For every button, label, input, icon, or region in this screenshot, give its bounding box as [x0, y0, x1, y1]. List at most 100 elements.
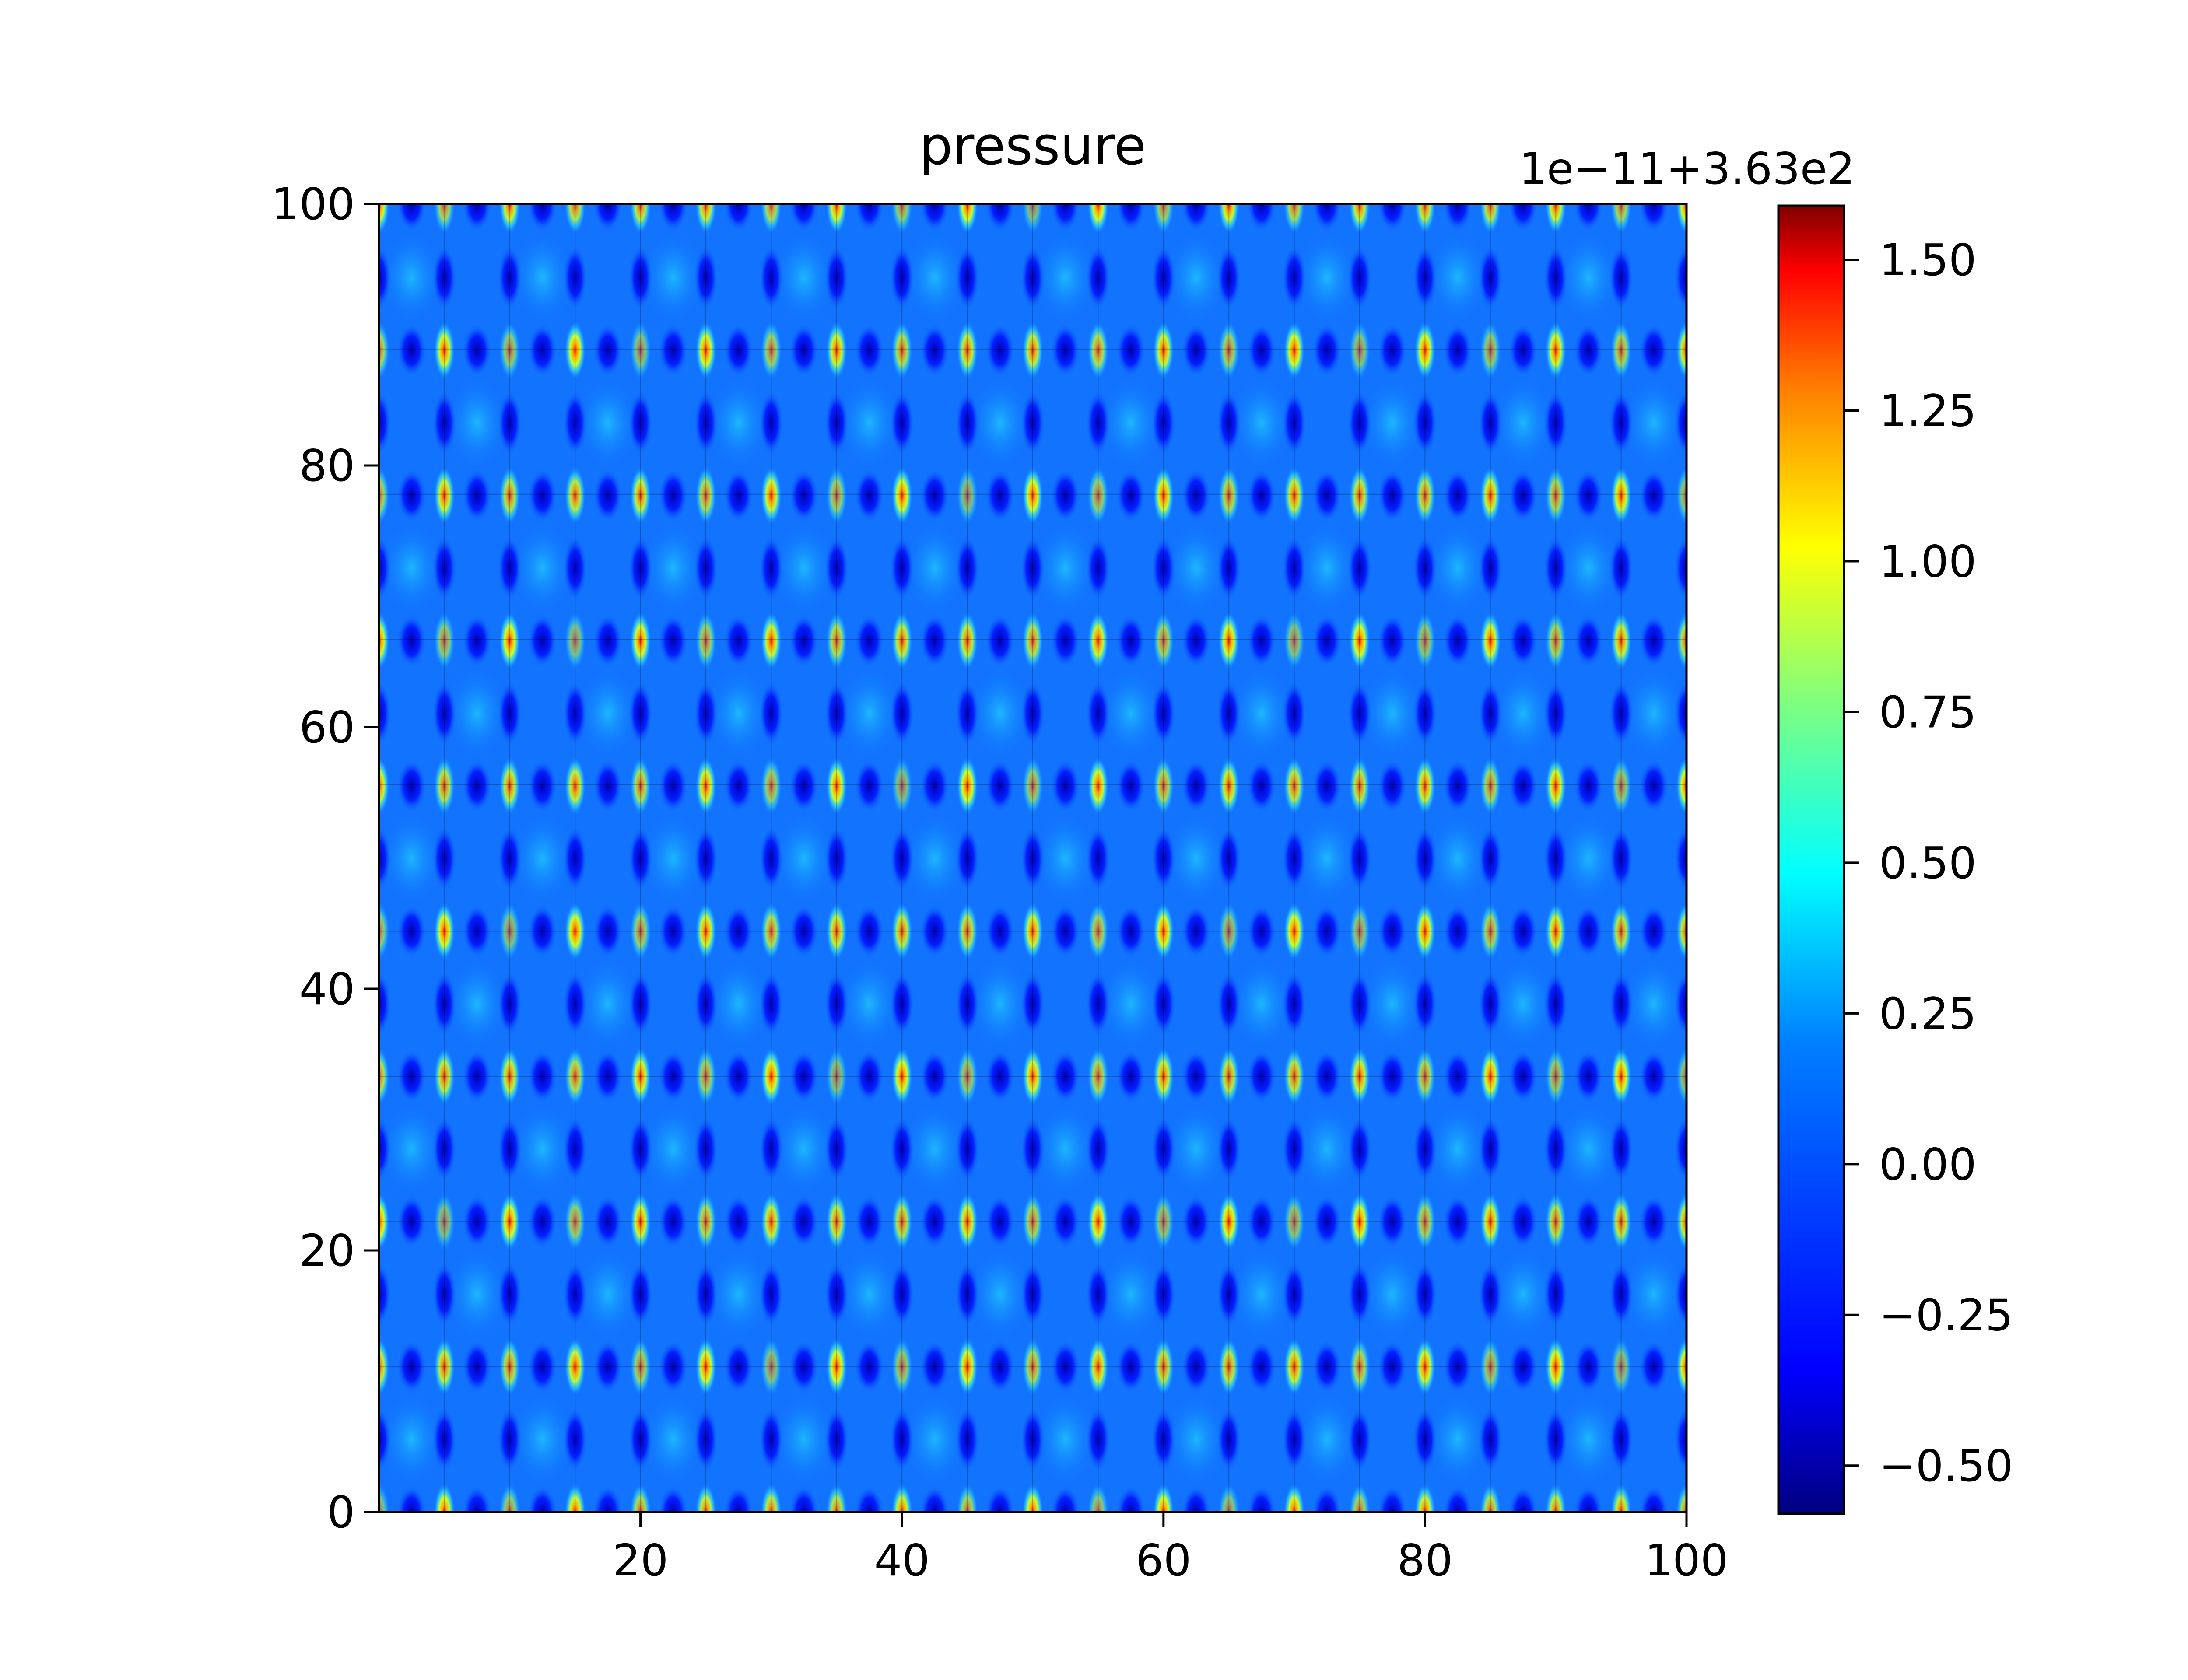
heat-trough — [432, 972, 456, 1036]
heat-trough — [1705, 1340, 1734, 1393]
heat-peak — [1283, 321, 1305, 380]
heat-trough — [789, 1050, 818, 1103]
heat-trough — [1508, 1050, 1538, 1103]
heat-trough — [1312, 1340, 1342, 1393]
heat-trough — [1247, 1050, 1276, 1103]
heat-peak — [434, 612, 455, 670]
heat-trough — [1021, 1262, 1045, 1326]
heat-trough — [1639, 760, 1669, 812]
heat-trough — [1478, 536, 1502, 600]
heat-trough — [1116, 204, 1145, 231]
heat-peak — [565, 321, 586, 380]
heat-trough — [593, 1340, 622, 1393]
y-tick-label: 80 — [299, 440, 355, 491]
heat-trough — [1182, 204, 1211, 231]
heat-trough — [432, 1407, 456, 1471]
heat-peak — [565, 612, 586, 670]
heat-cyan-blob — [382, 1105, 441, 1193]
heat-trough — [1443, 324, 1472, 377]
heat-trough — [890, 826, 914, 891]
heat-trough — [628, 391, 652, 455]
heat-trough — [855, 324, 884, 377]
heat-trough — [789, 614, 818, 667]
heat-peak — [434, 466, 455, 525]
heat-peak — [761, 757, 782, 815]
heat-trough — [1378, 1486, 1407, 1512]
heat-cyan-blob — [1559, 1396, 1618, 1483]
heat-peak — [826, 902, 847, 960]
heat-peak — [761, 1337, 782, 1396]
heat-trough — [1182, 905, 1211, 958]
heat-trough — [397, 469, 426, 522]
heat-trough — [1508, 469, 1538, 522]
heat-trough — [379, 391, 391, 455]
heat-trough — [593, 760, 622, 812]
heat-peak — [1218, 1337, 1240, 1396]
heat-trough — [397, 1340, 426, 1393]
heat-trough — [432, 681, 456, 746]
heat-cyan-blob — [1232, 379, 1291, 467]
heat-peak — [891, 1483, 913, 1512]
heat-peak — [630, 321, 651, 380]
heat-trough — [1443, 204, 1472, 231]
heat-peak — [1414, 466, 1436, 525]
heat-trough — [1609, 826, 1633, 891]
heat-trough — [659, 614, 688, 667]
heat-cyan-blob — [447, 669, 507, 757]
heat-trough — [759, 681, 783, 746]
heat-peak — [826, 757, 847, 815]
heat-peak — [499, 204, 520, 234]
heat-trough — [955, 1262, 979, 1326]
heat-trough — [1116, 1340, 1145, 1393]
heat-trough — [498, 536, 522, 600]
heat-peak — [630, 204, 651, 234]
heat-trough — [1151, 1407, 1175, 1471]
heat-peak — [1480, 204, 1501, 234]
heat-peak — [1283, 1337, 1305, 1396]
heat-trough — [628, 972, 652, 1036]
heat-cyan-blob — [579, 89, 637, 176]
heat-trough — [955, 681, 979, 746]
heat-trough — [498, 1117, 522, 1181]
heat-peak — [1545, 612, 1567, 670]
heat-trough — [855, 1340, 884, 1393]
heat-trough — [463, 469, 491, 522]
heat-trough — [397, 1195, 426, 1248]
heat-trough — [920, 1486, 949, 1512]
heat-trough — [1217, 391, 1241, 455]
heat-peak — [1218, 902, 1240, 960]
heat-cyan-blob — [447, 960, 507, 1047]
heat-peak — [1349, 1047, 1370, 1106]
heat-peak — [1610, 466, 1632, 525]
heat-trough — [824, 972, 849, 1036]
heat-peak — [379, 1192, 389, 1251]
heat-trough — [1378, 614, 1407, 667]
heat-trough — [1544, 1117, 1568, 1181]
heat-peak — [826, 204, 847, 234]
heat-peak — [826, 466, 847, 525]
heat-trough — [1151, 536, 1175, 600]
heat-cyan-blob — [1690, 525, 1748, 612]
heat-trough — [528, 1050, 557, 1103]
heat-cyan-blob — [1428, 234, 1487, 322]
heat-trough — [659, 760, 688, 812]
heat-trough — [855, 469, 884, 522]
y-tick-label: 100 — [271, 178, 355, 230]
heat-trough — [1413, 1407, 1437, 1471]
heat-cyan-blob — [1363, 1250, 1422, 1338]
heat-trough — [1544, 1262, 1568, 1326]
heat-trough — [694, 1262, 718, 1326]
heat-peak — [1545, 757, 1567, 815]
heat-trough — [1609, 972, 1633, 1036]
chart-title: pressure — [919, 116, 1146, 177]
heat-trough — [1544, 245, 1568, 310]
heat-cyan-blob — [1494, 379, 1553, 467]
heat-cyan-blob — [1101, 669, 1161, 757]
y-tick-label: 40 — [299, 963, 355, 1015]
heat-trough — [1151, 681, 1175, 746]
heat-trough — [1675, 972, 1687, 1036]
heat-peak — [891, 321, 913, 380]
heat-trough — [628, 1407, 652, 1471]
heat-peak — [1676, 757, 1687, 815]
